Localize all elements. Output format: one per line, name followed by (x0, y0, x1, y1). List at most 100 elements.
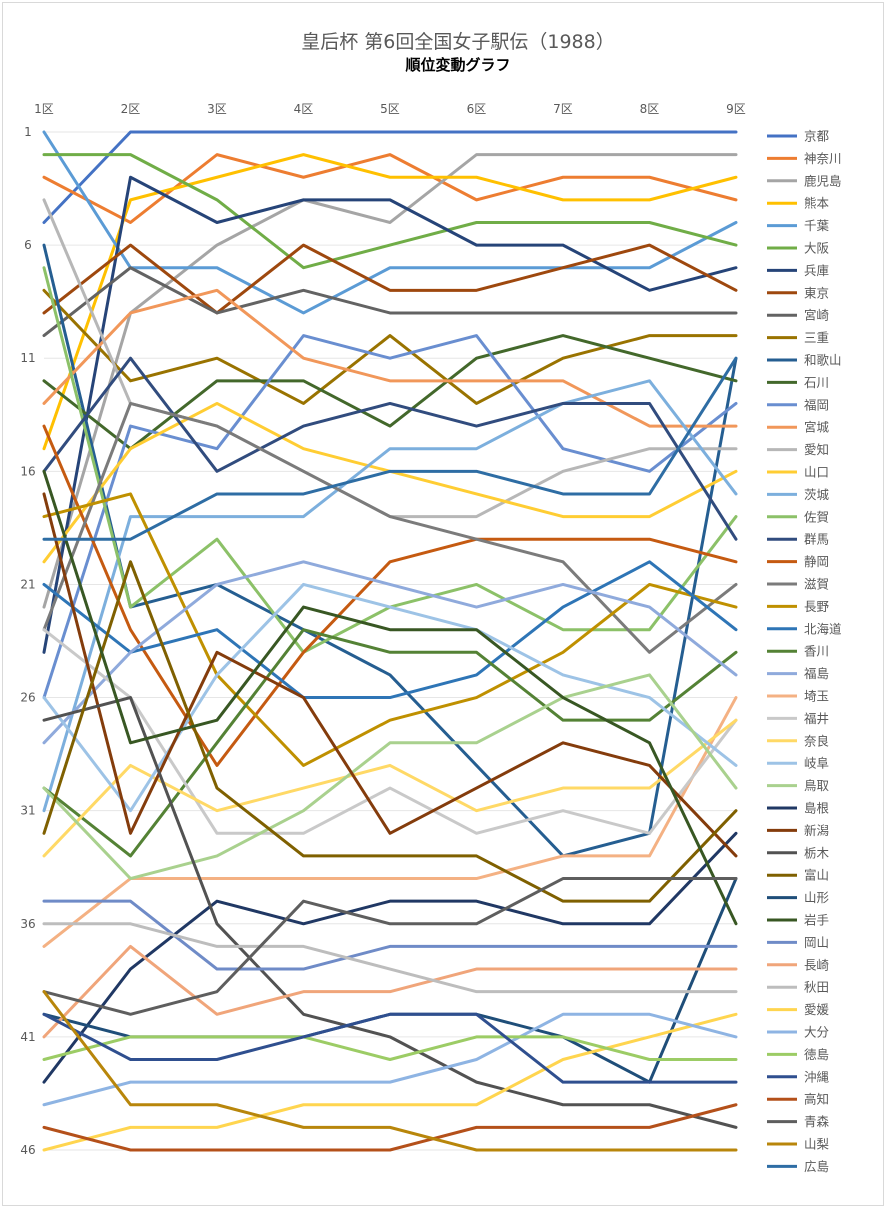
series-line-40 (42, 1012, 738, 1107)
legend-label: 静岡 (804, 554, 829, 569)
legend-label: 福岡 (804, 397, 829, 412)
legend-label: 大阪 (804, 241, 830, 256)
series-line-9 (42, 288, 738, 405)
series-line-1 (42, 153, 738, 224)
legend-label: 広島 (804, 1159, 829, 1174)
series-line-29 (42, 673, 738, 881)
legend-label: 富山 (804, 868, 829, 883)
legend-label: 福島 (804, 666, 829, 681)
series-line-26 (42, 628, 738, 835)
series-line-38 (42, 922, 738, 994)
y-tick-label: 21 (20, 577, 35, 591)
series-line-7 (42, 243, 738, 315)
y-tick-label: 46 (20, 1143, 35, 1157)
legend-label: 千葉 (804, 218, 830, 233)
series-line-11 (42, 334, 738, 451)
series-line-37 (42, 944, 738, 1039)
x-tick-label: 2区 (121, 102, 141, 116)
legend-label: 山形 (804, 890, 830, 905)
y-tick-label: 1 (24, 125, 32, 139)
legend-label: 和歌山 (804, 353, 842, 368)
x-tick-label: 8区 (640, 102, 660, 116)
series-line-42 (42, 1012, 738, 1084)
legend-label: 石川 (804, 375, 829, 390)
chart-title: 皇后杯 第6回全国女子駅伝（1988） (301, 31, 614, 53)
legend-label: 群馬 (804, 532, 829, 547)
series-line-34 (42, 877, 738, 1084)
legend-label: 山口 (804, 465, 829, 480)
y-tick-label: 31 (20, 804, 35, 818)
y-tick-label: 26 (20, 691, 35, 705)
series-line-22 (42, 560, 738, 700)
x-tick-label: 3区 (207, 102, 227, 116)
legend-label: 福井 (804, 711, 829, 726)
legend-label: 滋賀 (804, 577, 829, 592)
legend-label: 島根 (804, 801, 830, 816)
series-line-27 (42, 718, 738, 858)
y-tick-label: 41 (20, 1030, 35, 1044)
x-tick-label: 6区 (467, 102, 487, 116)
gridlines (44, 131, 736, 1151)
legend-label: 新潟 (804, 823, 829, 838)
series-line-6 (42, 175, 738, 654)
legend-label: 鹿児島 (804, 173, 842, 188)
legend-label: 宮城 (804, 420, 830, 435)
legend-label: 愛媛 (804, 1002, 830, 1017)
legend-label: 高知 (804, 1092, 829, 1107)
x-tick-label: 7区 (553, 102, 573, 116)
series-line-24 (42, 560, 738, 745)
legend-label: 愛知 (804, 442, 829, 457)
legend-label: 香川 (804, 644, 829, 659)
legend-label: 徳島 (804, 1047, 829, 1062)
y-tick-label: 16 (20, 464, 35, 478)
series-line-41 (42, 1035, 738, 1062)
series-line-35 (42, 469, 738, 926)
legend-label: 埼玉 (804, 689, 829, 704)
legend-label: 神奈川 (804, 151, 842, 166)
legend-label: 沖縄 (804, 1069, 830, 1084)
x-axis-ticks: 1区 2区 3区 4区 5区 6区 7区 8区 9区 (34, 102, 746, 116)
series-line-39 (42, 1012, 738, 1152)
series-line-36 (42, 899, 738, 971)
series-line-19 (42, 424, 738, 767)
series-lines (42, 130, 738, 1152)
legend-label: 長崎 (804, 957, 830, 972)
legend-label: 大分 (804, 1025, 829, 1040)
legend: 京都神奈川鹿児島熊本千葉大阪兵庫東京宮崎三重和歌山石川福岡宮城愛知山口茨城佐賀群… (767, 129, 842, 1174)
legend-label: 岩手 (804, 913, 829, 928)
y-tick-label: 36 (20, 917, 35, 931)
series-line-44 (42, 877, 738, 1016)
legend-label: 京都 (804, 129, 830, 144)
series-line-33 (42, 560, 738, 903)
series-line-8 (42, 266, 738, 338)
series-line-21 (42, 492, 738, 767)
legend-label: 青森 (804, 1114, 830, 1129)
series-line-16 (42, 379, 738, 813)
series-line-25 (42, 696, 738, 948)
series-line-30 (42, 831, 738, 1084)
legend-label: 栃木 (804, 845, 830, 860)
series-line-13 (42, 288, 738, 428)
series-line-10 (42, 243, 738, 858)
legend-label: 山梨 (804, 1137, 830, 1152)
series-line-2 (42, 153, 738, 609)
series-line-18 (42, 356, 738, 541)
legend-label: 兵庫 (804, 263, 829, 278)
x-tick-label: 9区 (726, 102, 746, 116)
x-tick-label: 5区 (380, 102, 400, 116)
series-line-43 (42, 1103, 738, 1152)
series-line-5 (42, 153, 738, 270)
legend-label: 岐阜 (804, 756, 829, 771)
series-line-45 (42, 990, 738, 1152)
series-line-28 (42, 582, 738, 813)
legend-label: 鳥取 (804, 778, 830, 793)
legend-label: 東京 (804, 285, 829, 300)
series-line-32 (42, 696, 738, 1129)
legend-label: 長野 (804, 599, 830, 614)
legend-label: 宮崎 (804, 308, 830, 323)
y-tick-label: 11 (20, 351, 35, 365)
legend-label: 茨城 (804, 487, 830, 502)
x-tick-label: 1区 (34, 102, 54, 116)
